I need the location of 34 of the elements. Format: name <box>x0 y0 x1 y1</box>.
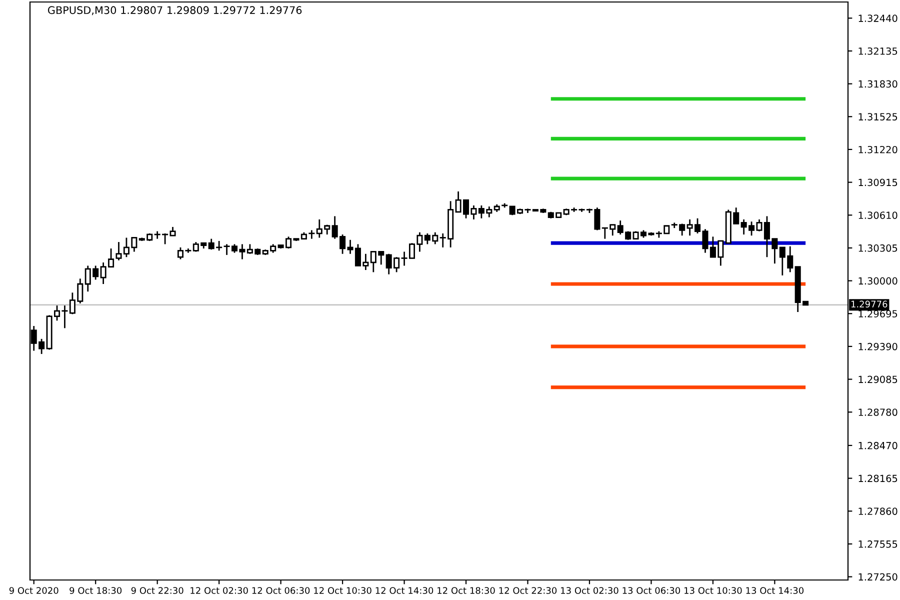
y-tick-label: 1.27860 <box>858 508 898 515</box>
y-tick-label: 1.32135 <box>858 47 898 55</box>
y-tick-label: 1.29390 <box>858 342 898 350</box>
y-tick-label: 1.27250 <box>858 573 898 581</box>
candlestick <box>308 229 315 240</box>
x-tick-label: 12 Oct 14:30 <box>376 587 434 594</box>
x-tick-label: 9 Oct 18:30 <box>70 587 122 594</box>
x-tick-label: 12 Oct 18:30 <box>438 587 495 594</box>
x-tick-label: 12 Oct 02:30 <box>190 587 248 594</box>
y-tick-label: 1.30305 <box>858 244 898 252</box>
x-tick-label: 9 Oct 2020 <box>9 587 58 594</box>
x-tick-label: 12 Oct 10:30 <box>314 587 372 594</box>
ref-line-label: 1.29776 <box>851 300 888 308</box>
x-tick-label: 13 Oct 10:30 <box>684 587 742 594</box>
x-tick-label: 12 Oct 22:30 <box>499 587 557 594</box>
x-tick-label: 12 Oct 06:30 <box>252 587 310 594</box>
y-tick-label: 1.28470 <box>858 442 898 450</box>
y-tick-label: 1.31525 <box>858 113 898 120</box>
y-tick-label: 1.30610 <box>858 212 898 219</box>
x-tick-label: 13 Oct 06:30 <box>622 587 680 594</box>
y-tick-label: 1.29085 <box>858 376 898 384</box>
y-tick-label: 1.28780 <box>858 408 898 416</box>
chart-title: GBPUSD,M30 1.29807 1.29809 1.29772 1.29776 <box>48 6 302 16</box>
x-tick-label: 13 Oct 14:30 <box>746 587 804 594</box>
y-tick-label: 1.30915 <box>858 178 898 186</box>
x-tick-label: 9 Oct 22:30 <box>131 587 184 594</box>
y-tick-label: 1.28165 <box>858 474 898 482</box>
x-tick-label: 13 Oct 02:30 <box>561 587 618 594</box>
y-tick-label: 1.29695 <box>858 310 898 318</box>
y-tick-label: 1.32440 <box>858 14 898 22</box>
y-tick-label: 1.27555 <box>858 540 898 548</box>
y-tick-label: 1.30000 <box>858 277 898 285</box>
y-tick-label: 1.31830 <box>858 80 898 88</box>
y-tick-label: 1.31220 <box>858 146 898 154</box>
